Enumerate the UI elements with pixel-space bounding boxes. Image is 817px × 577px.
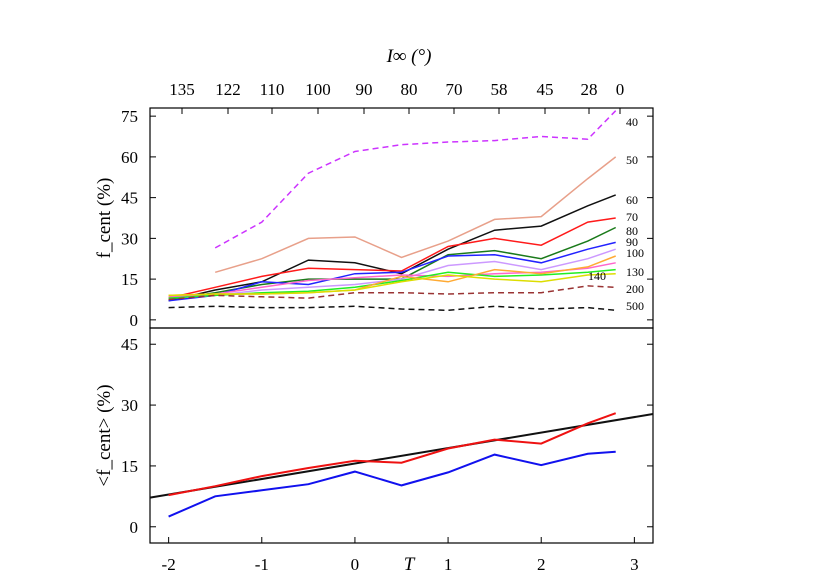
series-line — [168, 241, 616, 302]
series-label: 90 — [626, 235, 638, 249]
series-label: 100 — [626, 246, 644, 260]
top-tick-label: 110 — [260, 80, 285, 99]
x-tick-label: 2 — [537, 555, 546, 574]
x-tick-label: 3 — [630, 555, 639, 574]
series-label: 40 — [626, 115, 638, 129]
x-tick-label: -2 — [162, 555, 176, 574]
series-line — [168, 217, 616, 299]
x-tick-label: 0 — [351, 555, 360, 574]
y-tick-label: 0 — [130, 311, 139, 330]
series-label: 500 — [626, 299, 644, 313]
y-tick-label: 75 — [121, 107, 138, 126]
series-label: 130 — [626, 265, 644, 279]
series-label: 80 — [626, 224, 638, 238]
series-line — [214, 110, 617, 249]
plot-frame — [149, 327, 654, 544]
series-line — [168, 412, 617, 497]
series-line — [168, 248, 616, 299]
top-tick-label: 70 — [446, 80, 463, 99]
top-axis-ticks: 135 122 110 100 90 80 70 58 45 28 0 — [169, 80, 624, 114]
y-tick-label: 0 — [130, 518, 139, 537]
top-tick-label: 100 — [305, 80, 331, 99]
x-tick-label: -1 — [255, 555, 269, 574]
top-tick-label: 135 — [169, 80, 195, 99]
x-tick-label: 1 — [444, 555, 453, 574]
top-tick-label: 45 — [537, 80, 554, 99]
series-line — [168, 272, 616, 297]
series-line — [168, 285, 616, 301]
y-tick-label: 15 — [121, 457, 138, 476]
top-tick-label: 28 — [581, 80, 598, 99]
top-axis-label: I∞ (°) — [386, 46, 432, 67]
series-line — [168, 305, 616, 312]
series-line — [168, 194, 616, 302]
top-tick-label: 0 — [616, 80, 625, 99]
top-axis-title: I∞ (°) — [386, 46, 432, 67]
series-label: 60 — [626, 193, 638, 207]
y-tick-label: 45 — [121, 335, 138, 354]
series-line — [149, 413, 654, 499]
top-tick-label: 90 — [356, 80, 373, 99]
y-axis-label: f_cent (%) — [94, 178, 115, 259]
series-label: 50 — [626, 153, 638, 167]
y-tick-label: 45 — [121, 189, 138, 208]
series-label: 140 — [588, 269, 606, 283]
y-tick-label: 30 — [121, 229, 138, 248]
series-line — [214, 156, 617, 274]
bottom-panel: 0 15 30 45 <f_cent> (%) — [94, 327, 654, 544]
series-line — [168, 450, 616, 518]
series-label: 70 — [626, 210, 638, 224]
x-axis-label: T — [404, 554, 416, 575]
top-tick-label: 122 — [215, 80, 241, 99]
y-tick-label: 30 — [121, 396, 138, 415]
x-axis-ticks: -2 -1 0 1 2 3 T — [162, 537, 639, 575]
y-tick-label: 15 — [121, 270, 138, 289]
series-label: 200 — [626, 282, 644, 296]
top-tick-label: 58 — [491, 80, 508, 99]
y-tick-label: 60 — [121, 148, 138, 167]
top-tick-label: 80 — [401, 80, 418, 99]
y-axis-label: <f_cent> (%) — [94, 384, 115, 486]
